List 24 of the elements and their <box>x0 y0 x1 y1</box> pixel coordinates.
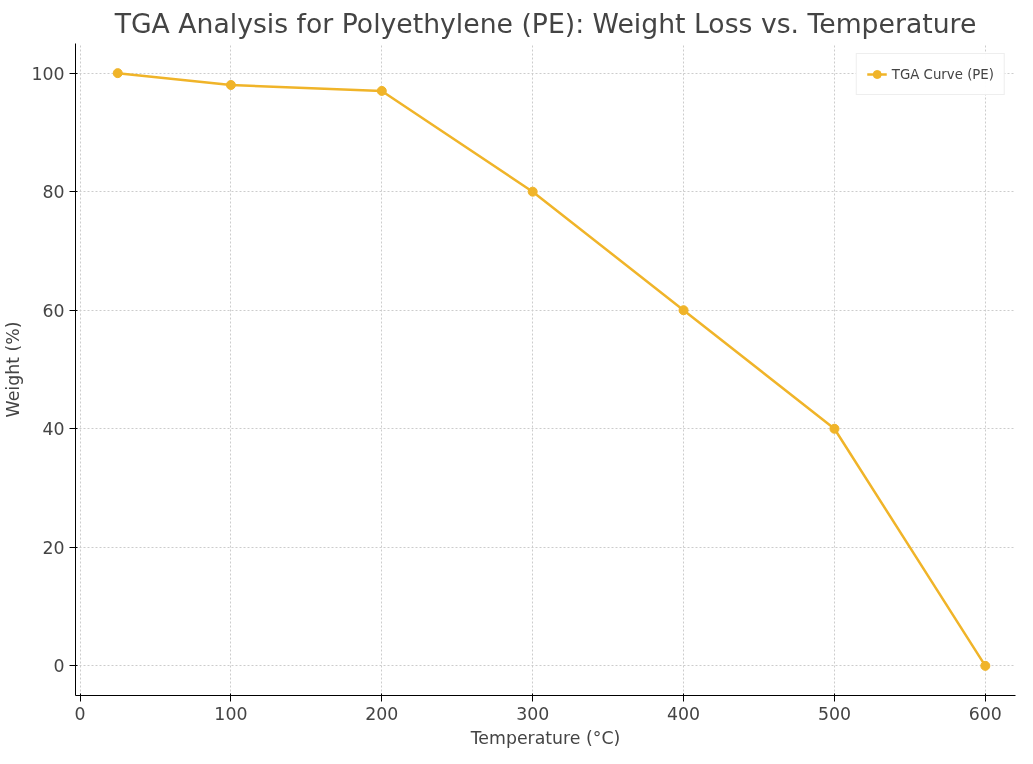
point <box>980 660 991 671</box>
legend-label: TGA Curve (PE) <box>891 66 994 82</box>
x-tick-label: 600 <box>968 703 1002 724</box>
point <box>829 423 840 434</box>
point <box>376 85 387 96</box>
x-tick-label: 100 <box>214 703 248 724</box>
y-tick-label: 60 <box>42 300 65 321</box>
x-axis-title: Temperature (°C) <box>469 727 621 748</box>
chart-title: TGA Analysis for Polyethylene (PE): Weight Loss vs. Temperature <box>113 7 977 39</box>
x-tick-label: 500 <box>817 703 851 724</box>
point <box>527 186 538 197</box>
y-tick-label: 0 <box>53 656 65 677</box>
x-tick-label: 0 <box>74 703 86 724</box>
y-tick-label: 40 <box>42 419 65 440</box>
point <box>225 80 236 90</box>
y-tick-label: 100 <box>31 63 65 84</box>
y-tick-label: 80 <box>42 182 65 203</box>
point <box>678 305 689 316</box>
point <box>112 68 123 79</box>
y-axis-title: Weight (%) <box>3 321 24 418</box>
x-tick-label: 300 <box>516 703 550 724</box>
y-tick-label: 20 <box>42 537 65 558</box>
x-tick-label: 200 <box>365 703 399 724</box>
x-tick-label: 400 <box>667 703 701 724</box>
